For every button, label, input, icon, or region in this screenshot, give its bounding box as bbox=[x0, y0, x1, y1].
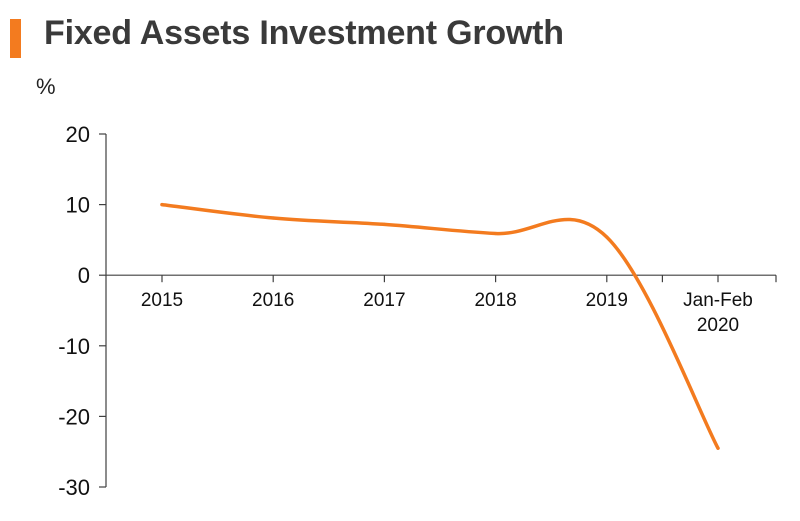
x-tick-label: 2015 bbox=[141, 290, 183, 311]
series-point bbox=[160, 203, 164, 207]
y-tick-label: -30 bbox=[58, 475, 90, 500]
y-tick-label: 0 bbox=[78, 263, 90, 288]
x-tick-label: 2017 bbox=[363, 290, 405, 311]
y-tick-label: -10 bbox=[58, 334, 90, 359]
y-tick-label: -20 bbox=[58, 404, 90, 429]
series-point bbox=[605, 235, 609, 239]
series-point bbox=[382, 222, 386, 226]
series-point bbox=[271, 216, 275, 220]
series-point bbox=[716, 446, 720, 450]
y-axis-unit-label: % bbox=[36, 74, 56, 99]
x-tick-label: 2016 bbox=[252, 290, 294, 311]
y-tick-label: 10 bbox=[66, 193, 90, 218]
series-line bbox=[160, 202, 720, 450]
y-axis-ticks: 20 10 0 -10 -20 -30 bbox=[58, 122, 106, 500]
x-tick-label: 2019 bbox=[586, 290, 628, 311]
title-accent-bar bbox=[10, 19, 21, 58]
series-point bbox=[494, 231, 498, 236]
x-axis-ticks: 2015 2016 2017 2018 2019 Jan-Feb 2020 bbox=[141, 275, 777, 336]
y-tick-label: 20 bbox=[66, 122, 90, 147]
chart-series bbox=[160, 202, 720, 450]
chart-title: Fixed Assets Investment Growth bbox=[44, 14, 564, 52]
x-tick-label: 2018 bbox=[474, 290, 516, 311]
x-tick-label: Jan-Feb 2020 bbox=[683, 290, 753, 336]
chart-axes bbox=[105, 134, 776, 487]
